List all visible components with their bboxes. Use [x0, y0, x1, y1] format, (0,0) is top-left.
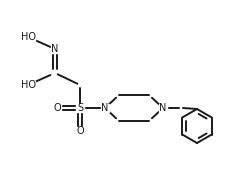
Bar — [101, 104, 108, 112]
Bar — [21, 33, 34, 41]
Text: N: N — [159, 103, 166, 113]
Text: HO: HO — [20, 32, 35, 42]
Bar — [51, 45, 58, 53]
Bar — [21, 81, 34, 89]
Bar — [158, 104, 166, 112]
Bar — [53, 104, 61, 112]
Text: O: O — [76, 126, 83, 136]
Text: N: N — [51, 44, 58, 54]
Bar — [76, 127, 83, 135]
Text: O: O — [53, 103, 61, 113]
Text: S: S — [77, 103, 83, 113]
Text: HO: HO — [20, 80, 35, 90]
Text: N: N — [101, 103, 108, 113]
Bar — [76, 104, 83, 112]
